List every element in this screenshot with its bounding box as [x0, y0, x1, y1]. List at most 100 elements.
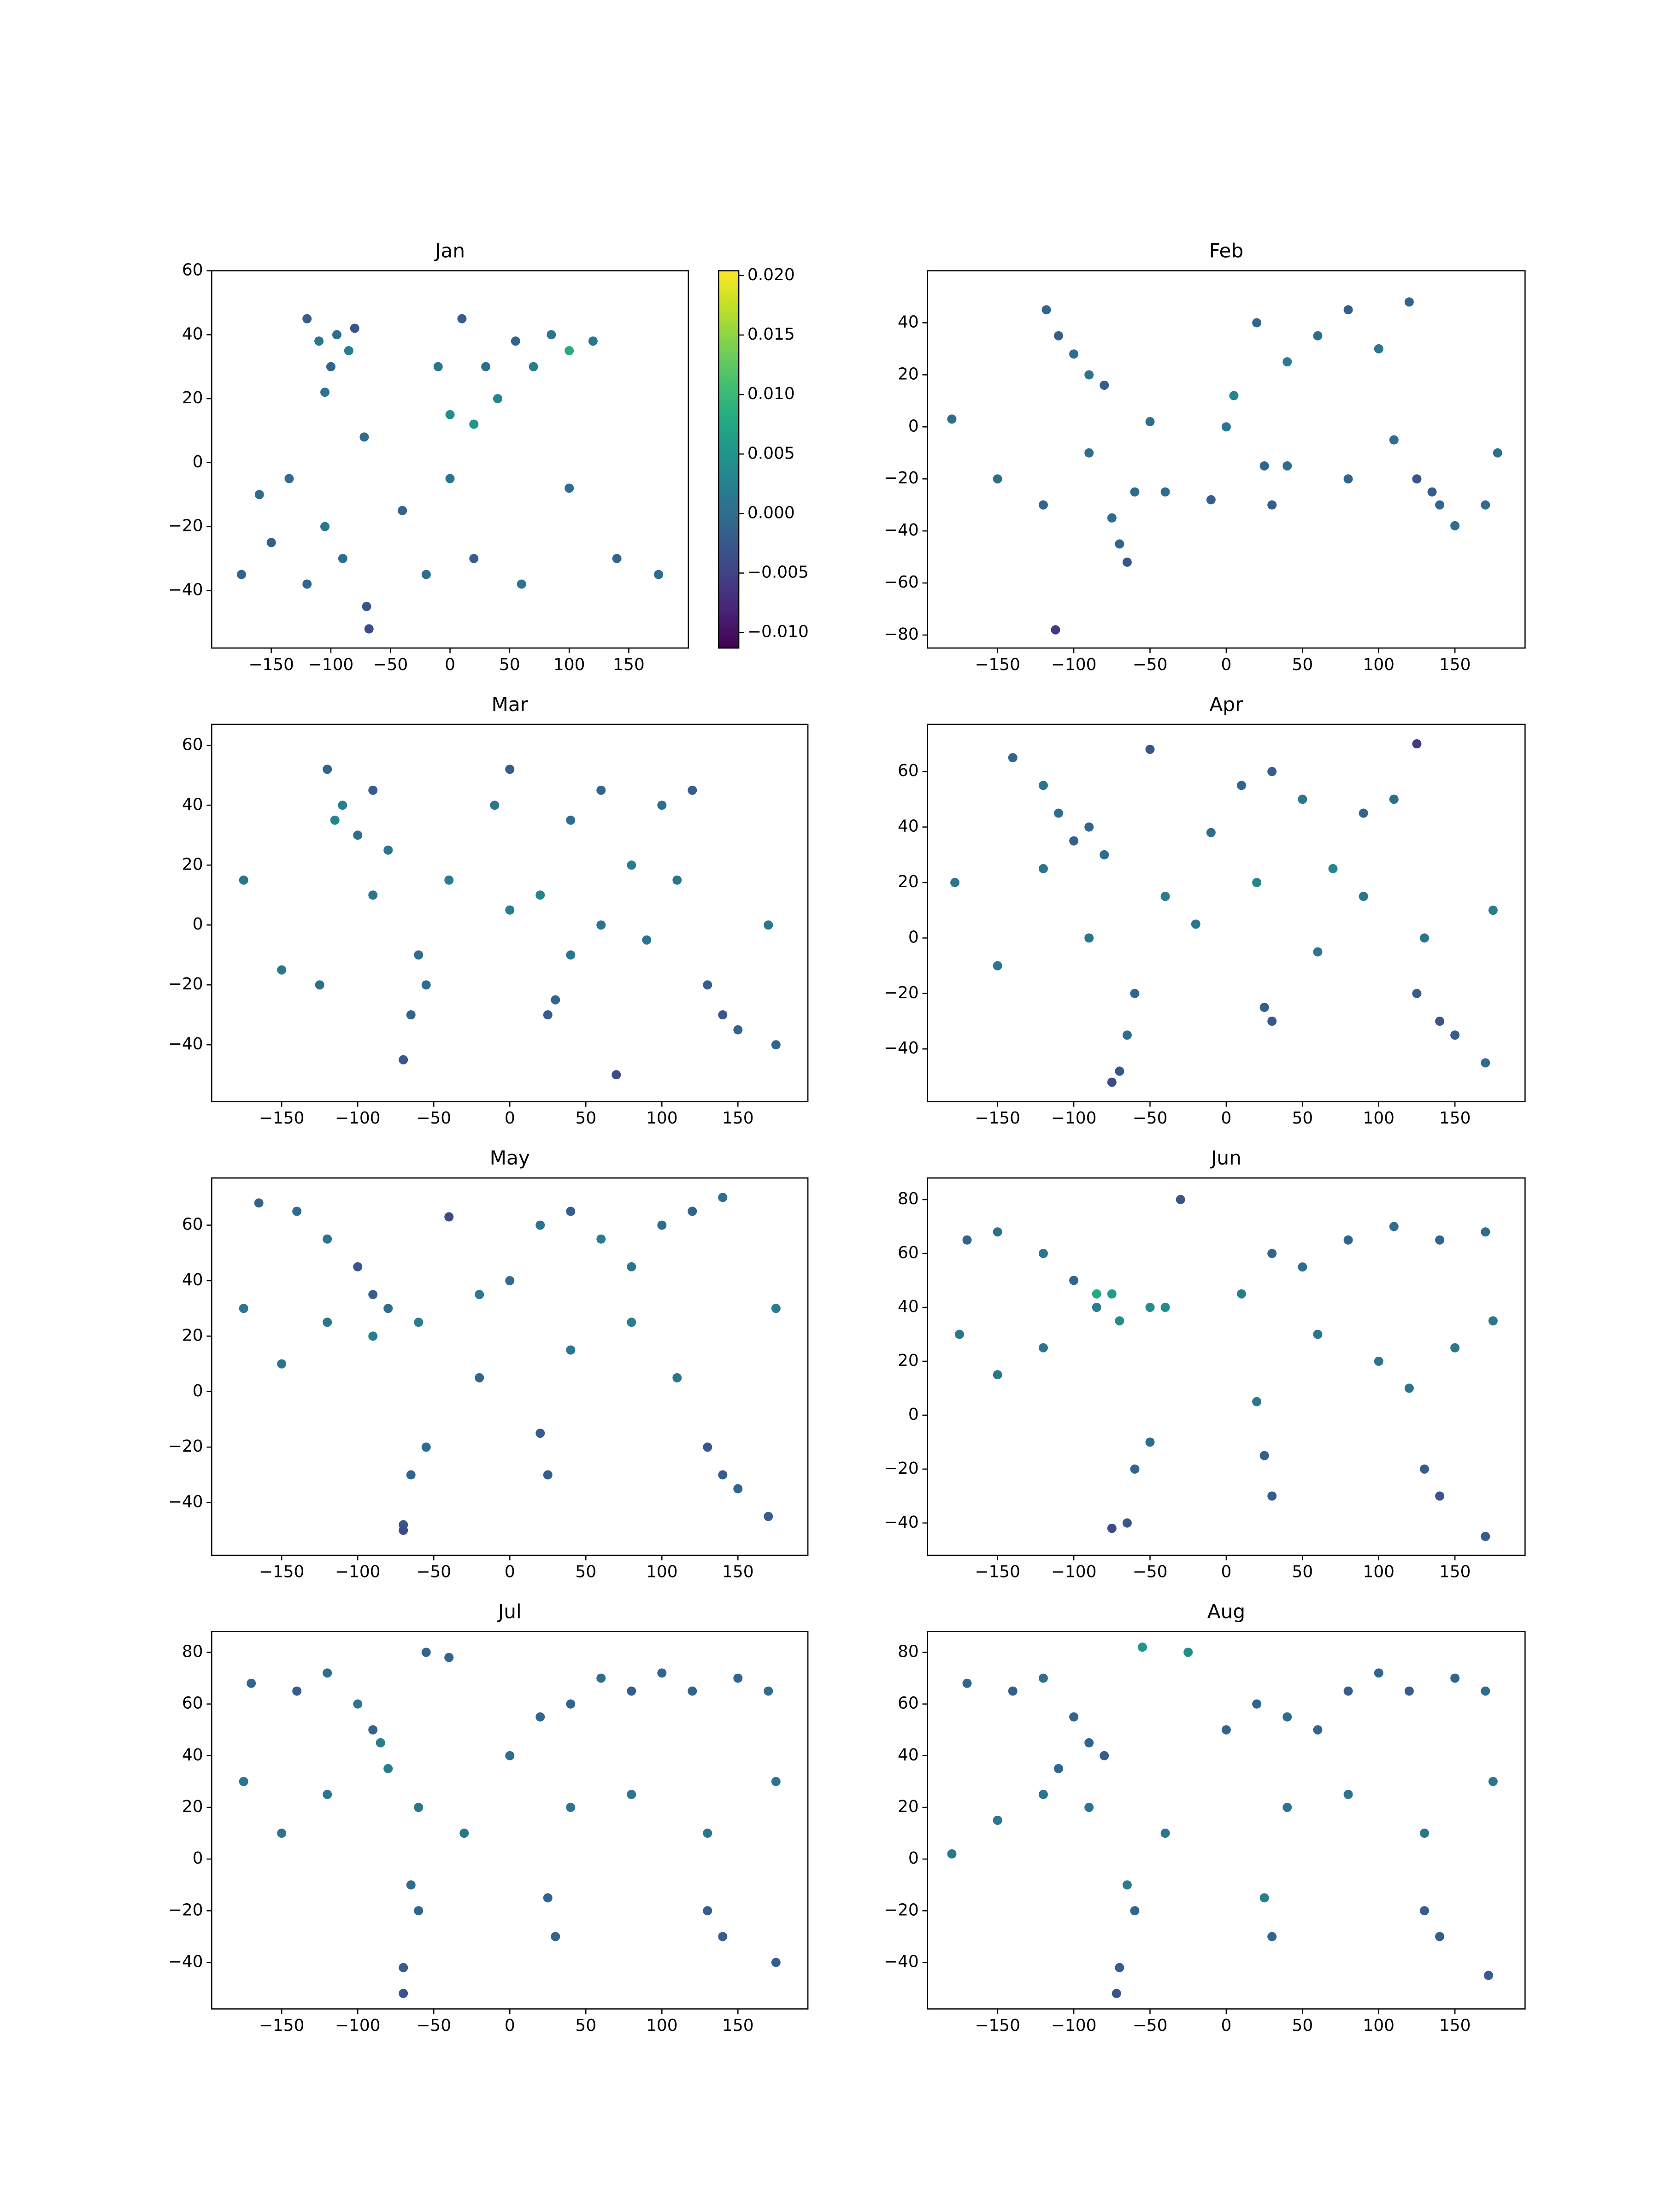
x-tick-label: 0 — [1221, 1109, 1232, 1128]
point — [596, 1673, 606, 1683]
point — [535, 1220, 545, 1230]
y-tick-label: −60 — [884, 573, 919, 592]
x-tick-label: 150 — [722, 1563, 754, 1582]
point — [543, 1893, 553, 1903]
point — [612, 1070, 621, 1080]
y-tick-label: 80 — [898, 1189, 919, 1208]
point — [1282, 1802, 1292, 1812]
x-tick-label: −100 — [308, 655, 354, 674]
x-tick-label: −50 — [416, 1563, 451, 1582]
point — [1145, 1302, 1155, 1312]
x-tick-label: −50 — [416, 2016, 451, 2035]
point — [1404, 297, 1414, 307]
colorbar-tick-label: 0.010 — [747, 384, 795, 403]
points — [947, 1642, 1498, 1998]
point — [398, 506, 407, 515]
x-tick-label: −100 — [1051, 1563, 1097, 1582]
point — [1069, 836, 1079, 846]
point — [566, 1345, 576, 1355]
point — [1450, 521, 1460, 530]
y-tick-label: 40 — [898, 312, 919, 331]
point — [1160, 892, 1170, 901]
x-tick-label: 50 — [1292, 2016, 1313, 2035]
point — [1435, 500, 1445, 510]
point — [566, 950, 576, 960]
y-tick-label: −80 — [884, 625, 919, 644]
x-tick-label: 50 — [499, 655, 520, 674]
x-tick-label: −50 — [1133, 1563, 1168, 1582]
point — [353, 1699, 363, 1709]
points — [239, 1193, 781, 1535]
point — [962, 1678, 972, 1688]
x-tick-label: 150 — [613, 655, 645, 674]
point — [475, 1290, 484, 1300]
point — [421, 980, 431, 990]
point — [302, 579, 312, 589]
y-tick-label: 40 — [182, 1271, 203, 1289]
point — [947, 414, 957, 424]
y-tick-label: 60 — [898, 761, 919, 780]
point — [505, 1276, 515, 1285]
panel-title: Feb — [1209, 239, 1244, 262]
point — [1282, 357, 1292, 367]
point — [566, 1206, 576, 1216]
point — [1038, 864, 1048, 873]
point — [657, 1220, 667, 1230]
y-tick-label: 0 — [193, 1849, 203, 1868]
panel-title: May — [490, 1147, 530, 1169]
y-tick-label: −20 — [884, 1900, 919, 1919]
x-tick-label: −100 — [1051, 655, 1097, 674]
point — [1374, 344, 1383, 353]
point — [543, 1470, 553, 1480]
y-tick-label: −40 — [884, 1952, 919, 1971]
point — [433, 362, 443, 371]
y-tick-label: 0 — [193, 453, 203, 471]
axes-frame — [211, 1631, 809, 2010]
point — [421, 1647, 431, 1657]
point — [1160, 1302, 1170, 1312]
point — [368, 785, 378, 795]
point — [277, 965, 287, 975]
y-tick-label: 0 — [193, 1382, 203, 1400]
point — [1298, 1262, 1307, 1272]
point — [1359, 808, 1368, 818]
point — [1298, 794, 1307, 804]
point — [475, 1373, 484, 1382]
point — [566, 1802, 576, 1812]
point — [1493, 448, 1502, 458]
point — [1343, 1235, 1353, 1245]
point — [1130, 1906, 1140, 1916]
point — [237, 570, 247, 579]
points — [954, 1195, 1498, 1541]
points — [237, 314, 664, 634]
point — [1160, 1829, 1170, 1838]
y-tick-label: 40 — [898, 817, 919, 836]
point — [672, 1373, 682, 1382]
point — [1343, 474, 1353, 484]
y-tick-label: −20 — [168, 517, 203, 535]
point — [718, 1932, 728, 1941]
colorbar — [718, 270, 740, 649]
point — [254, 490, 264, 500]
point — [1420, 933, 1430, 943]
point — [1488, 1777, 1498, 1786]
point — [565, 483, 574, 493]
point — [1084, 933, 1094, 943]
x-tick-label: 50 — [575, 2016, 596, 2035]
point — [1481, 1227, 1490, 1237]
point — [1206, 828, 1216, 837]
point — [517, 579, 526, 589]
point — [764, 1512, 773, 1521]
point — [627, 1318, 636, 1327]
y-tick-label: 60 — [182, 261, 203, 280]
point — [950, 878, 960, 888]
point — [1038, 500, 1048, 510]
point — [1008, 753, 1018, 763]
x-tick-label: 150 — [722, 1109, 754, 1128]
x-tick-label: −50 — [1133, 2016, 1168, 2035]
point — [703, 1906, 712, 1916]
point — [1412, 988, 1422, 998]
point — [718, 1193, 728, 1202]
point — [962, 1235, 972, 1245]
point — [612, 553, 622, 563]
